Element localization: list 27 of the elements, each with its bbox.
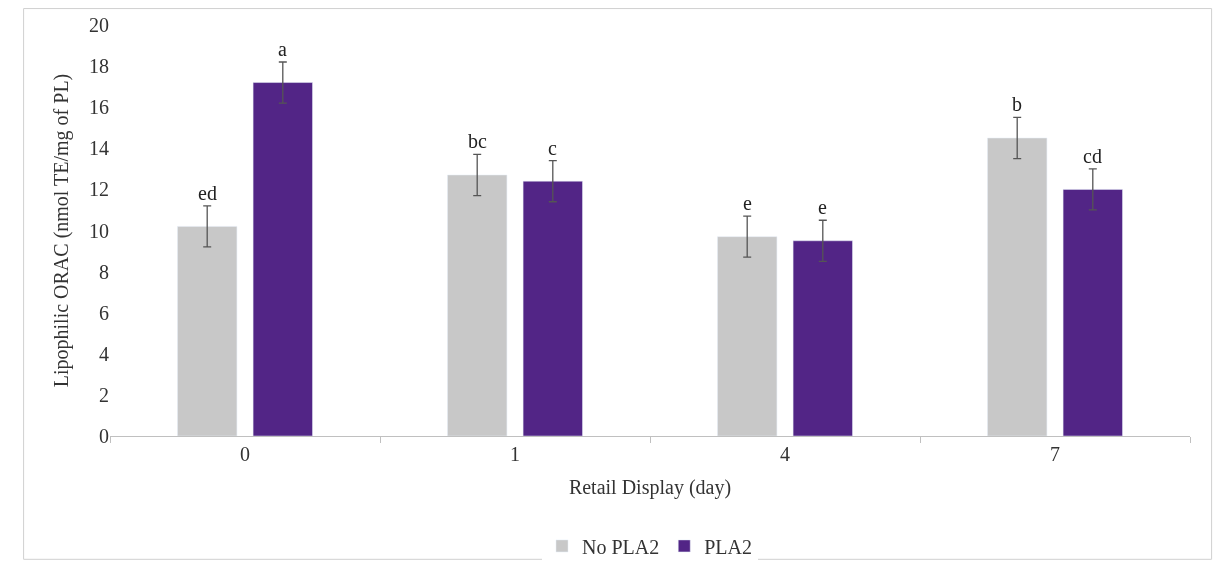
legend-label: No PLA2 xyxy=(582,535,660,558)
data-label: a xyxy=(278,38,287,60)
x-axis-title: Retail Display (day) xyxy=(568,475,732,499)
y-tick-label: 10 xyxy=(89,219,109,242)
data-label: e xyxy=(743,192,752,214)
data-label: bc xyxy=(468,130,487,152)
y-axis-title: Lipophilic ORAC (nmol TE/mg of PL) xyxy=(49,73,73,388)
data-label: ed xyxy=(198,182,217,204)
data-label: b xyxy=(1012,93,1022,115)
y-tick-label: 8 xyxy=(99,260,109,283)
y-tick-label: 16 xyxy=(89,96,109,119)
y-tick-label: 2 xyxy=(99,383,109,406)
data-label: cd xyxy=(1083,145,1102,167)
y-tick-label: 14 xyxy=(89,137,109,160)
x-tick-label: 7 xyxy=(1050,443,1060,465)
legend-label: PLA2 xyxy=(704,535,753,558)
data-label: c xyxy=(548,137,557,159)
y-tick-label: 12 xyxy=(89,178,109,201)
y-tick-label: 0 xyxy=(99,425,109,447)
y-tick-label: 18 xyxy=(89,55,109,78)
x-tick-label: 0 xyxy=(240,443,250,465)
y-tick-label: 4 xyxy=(99,342,109,365)
y-tick-label: 6 xyxy=(99,301,109,324)
data-label: e xyxy=(818,196,827,218)
x-tick-label: 1 xyxy=(510,443,520,465)
y-tick-label: 20 xyxy=(89,14,109,36)
x-tick-label: 4 xyxy=(780,443,790,465)
